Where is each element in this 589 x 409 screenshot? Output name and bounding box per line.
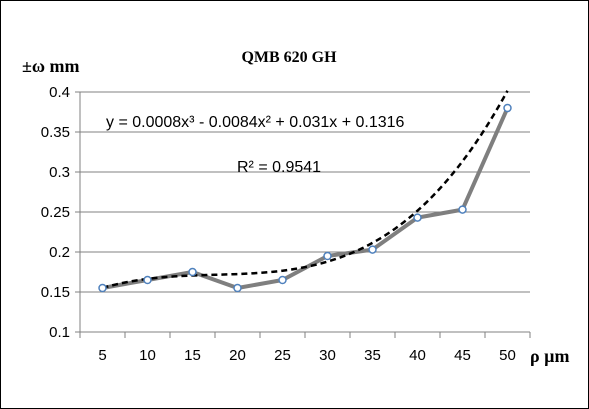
x-tick-label: 5 (98, 347, 106, 364)
data-point (503, 103, 512, 113)
x-tick-label: 45 (454, 347, 471, 364)
r-squared-label: R² = 0.9541 (237, 159, 321, 176)
x-tick-label: 30 (319, 347, 336, 364)
data-point (458, 205, 467, 214)
grid-layer (80, 91, 530, 293)
x-axis-title: ρ µm (530, 346, 570, 366)
trendline-layer (102, 90, 509, 290)
y-tick-label: 0.35 (41, 124, 70, 141)
y-tick-label: 0.15 (41, 284, 70, 301)
marker-layer (98, 103, 512, 293)
x-tick-label: 20 (229, 347, 246, 364)
x-tick-label: 10 (139, 347, 156, 364)
data-point (368, 245, 377, 254)
trendline (102, 90, 509, 290)
y-axis-title: ±ω mm (22, 56, 80, 76)
x-tick-label: 35 (364, 347, 381, 364)
data-point (278, 275, 287, 285)
data-point (323, 251, 332, 261)
x-tick-label: 25 (274, 347, 291, 364)
y-tick-label: 0.2 (49, 244, 70, 261)
data-point (188, 267, 197, 277)
y-tick-label: 0.25 (41, 204, 70, 221)
x-tick-label: 50 (499, 347, 516, 364)
data-point (143, 275, 152, 285)
chart-title: QMB 620 GH (241, 49, 337, 66)
y-tick-label: 0.4 (49, 84, 70, 101)
x-tick-label: 40 (409, 347, 426, 364)
axis-layer: 0.1 0.15 0.2 0.25 0.3 0.35 0.4 5 10 15 20 25 30 35 40 4… (41, 84, 531, 364)
y-tick-label: 0.1 (49, 324, 70, 341)
y-tick-label: 0.3 (49, 164, 70, 181)
data-point (233, 283, 242, 293)
data-point (98, 283, 107, 293)
data-point (413, 213, 422, 222)
x-tick-label: 15 (184, 347, 201, 364)
trendline-equation: y = 0.0008x³ - 0.0084x² + 0.031x + 0.131… (106, 114, 405, 131)
